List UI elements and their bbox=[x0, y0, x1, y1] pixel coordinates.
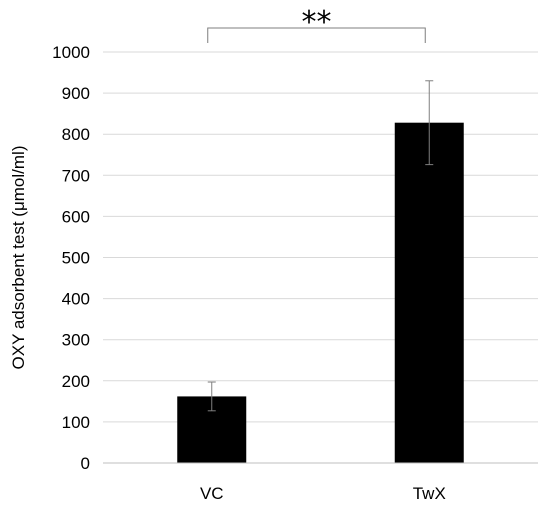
y-tick-label: 500 bbox=[62, 249, 90, 268]
significance-bracket: ** bbox=[207, 5, 426, 43]
y-tick-label: 300 bbox=[62, 331, 90, 350]
x-category-label: TwX bbox=[413, 484, 446, 503]
y-axis-title: OXY adsorbent test (μmol/ml) bbox=[9, 146, 28, 370]
y-tick-labels: 0 100 200 300 400 500 600 700 800 900 1000 bbox=[52, 43, 90, 473]
significance-line bbox=[207, 27, 426, 43]
bars bbox=[177, 122, 464, 463]
x-category-label: VC bbox=[200, 484, 224, 503]
gridlines bbox=[103, 51, 538, 423]
error-bars bbox=[207, 80, 434, 412]
y-tick-label: 400 bbox=[62, 290, 90, 309]
y-tick-label: 600 bbox=[62, 207, 90, 226]
y-tick-label: 900 bbox=[62, 84, 90, 103]
bar-twx bbox=[394, 122, 464, 463]
y-tick-label: 700 bbox=[62, 166, 90, 185]
y-tick-label: 200 bbox=[62, 372, 90, 391]
y-tick-label: 100 bbox=[62, 413, 90, 432]
x-category-labels: VC TwX bbox=[200, 484, 446, 503]
y-tick-label: 800 bbox=[62, 125, 90, 144]
y-tick-label: 0 bbox=[81, 454, 90, 473]
y-tick-label: 1000 bbox=[52, 43, 90, 62]
significance-label: ** bbox=[302, 5, 332, 40]
